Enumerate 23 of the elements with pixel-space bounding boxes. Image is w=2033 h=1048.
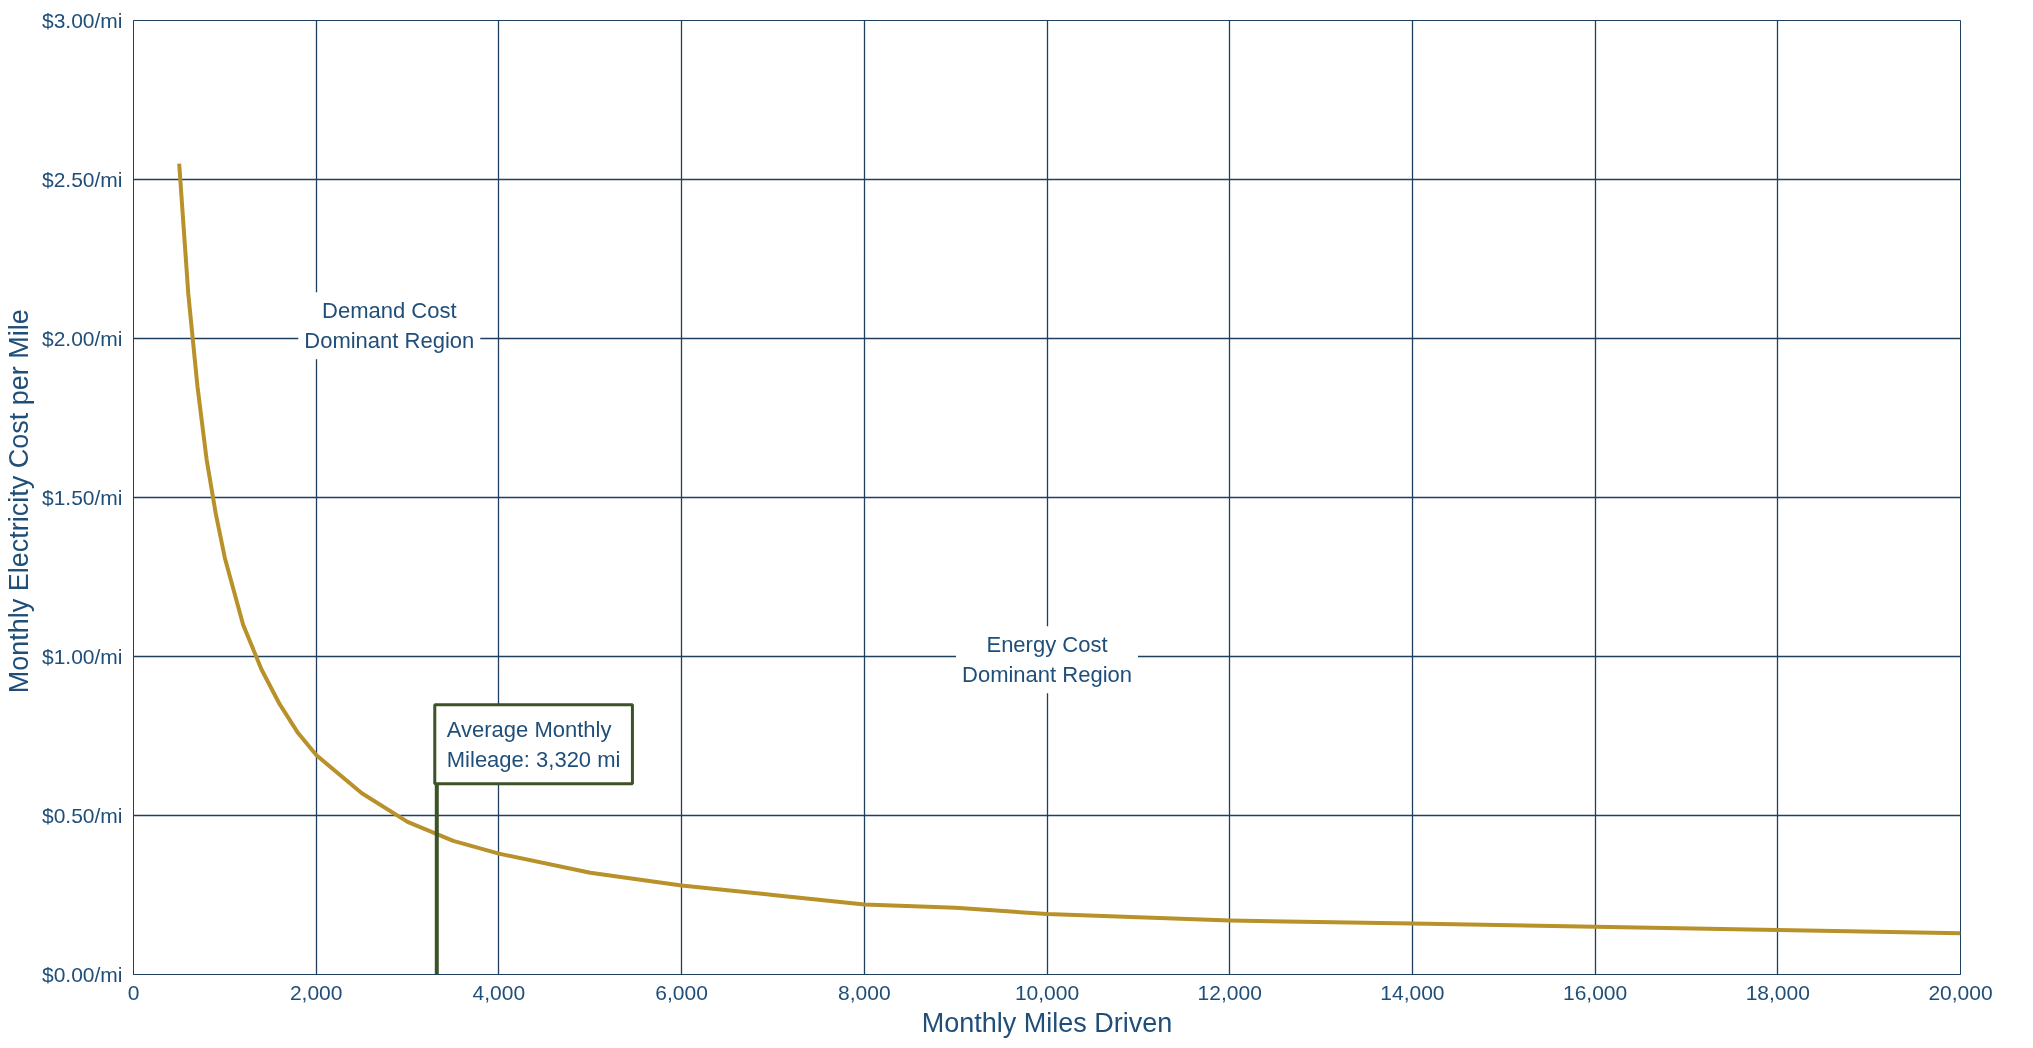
x-tick-label: 16,000 bbox=[1562, 980, 1628, 1004]
y-axis-title: Monthly Electricity Cost per Mile bbox=[3, 309, 34, 694]
x-tick-label: 14,000 bbox=[1380, 980, 1445, 1004]
x-tick-label: 12,000 bbox=[1197, 980, 1262, 1004]
y-tick-label: $2.00/mi bbox=[41, 327, 123, 350]
x-tick-label: 18,000 bbox=[1745, 980, 1810, 1004]
y-tick-label: $2.50/mi bbox=[41, 168, 123, 191]
y-tick-label: $0.00/mi bbox=[41, 963, 123, 986]
y-tick-label: $1.50/mi bbox=[41, 486, 123, 509]
x-axis-title: Monthly Miles Driven bbox=[921, 1007, 1173, 1038]
x-tick-label: 2,000 bbox=[289, 980, 343, 1004]
annotation: Energy Cost Dominant Region bbox=[962, 632, 1132, 688]
y-tick-label: $0.50/mi bbox=[41, 804, 123, 827]
x-tick-label: 6,000 bbox=[655, 980, 708, 1004]
y-tick-label: $3.00/mi bbox=[41, 9, 123, 32]
x-tick-label: 8,000 bbox=[838, 980, 891, 1004]
x-tick-label: 20,000 bbox=[1928, 980, 1993, 1004]
ref-line-label: Average Monthly Mileage: 3,320 mi bbox=[446, 716, 621, 772]
x-tick-label: 4,000 bbox=[472, 980, 526, 1004]
x-tick-label: 0 bbox=[127, 980, 140, 1004]
y-tick-label: $1.00/mi bbox=[41, 645, 123, 668]
annotation: Demand Cost Dominant Region bbox=[304, 298, 475, 354]
x-tick-label: 10,000 bbox=[1014, 980, 1080, 1004]
